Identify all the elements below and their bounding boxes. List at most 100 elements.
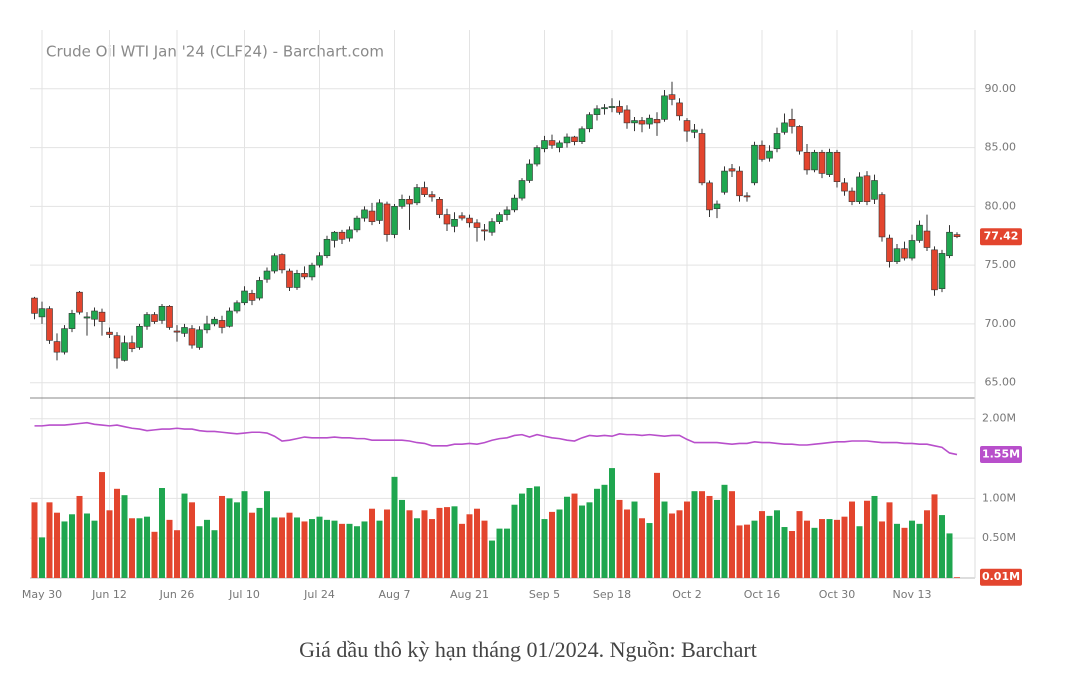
candle-body [76, 291, 83, 313]
volume-bar [616, 499, 623, 578]
candle-body [233, 302, 241, 312]
candle-body [751, 144, 758, 184]
volume-bar [174, 530, 180, 578]
volume-bar [879, 521, 885, 578]
candle-body [638, 120, 646, 125]
volume-bar [796, 511, 803, 578]
candle-body [556, 142, 563, 148]
volume-bar [856, 526, 863, 578]
volume-bar [211, 530, 218, 578]
candle-body [481, 229, 488, 232]
volume-bar [181, 493, 188, 578]
volume-bar [669, 513, 675, 578]
candle-body [938, 253, 946, 289]
volume-bar [91, 520, 98, 578]
candle-body [196, 329, 203, 348]
candle-body [331, 231, 338, 241]
candle-body [623, 109, 631, 124]
candle-body [368, 210, 376, 222]
candle-body [361, 209, 368, 219]
volume-bar [549, 511, 555, 578]
volume-bar [354, 526, 360, 578]
candle-body [683, 120, 691, 132]
open-interest-line [34, 421, 958, 456]
volume-bar [811, 527, 818, 578]
volume-bar [609, 468, 615, 578]
candle-body [293, 273, 301, 288]
candle-body [878, 194, 886, 238]
volume-bar [69, 514, 75, 578]
candle-body [668, 94, 676, 100]
volume-bar [909, 520, 915, 578]
candle-body [781, 122, 788, 133]
volume-bar [586, 502, 593, 578]
volume-bar [901, 527, 908, 578]
candle-body [601, 107, 608, 110]
candle-body [188, 328, 196, 346]
volume-bar [489, 540, 495, 578]
volume-bar [384, 509, 390, 578]
candle-body [916, 224, 923, 241]
candle-body [98, 311, 106, 322]
candle-body [106, 331, 113, 335]
volume-bar [526, 488, 533, 578]
y-tick-label: 0.50M [982, 531, 1016, 544]
volume-bar [114, 488, 120, 578]
candle-body [38, 308, 46, 318]
candle-body [676, 102, 683, 117]
last-value-label: 1.55M [982, 448, 1020, 461]
volume-bar [691, 491, 698, 578]
candle-body [151, 314, 158, 322]
volume-bar [346, 523, 353, 578]
volume-bar [324, 519, 330, 578]
volume-bar [204, 519, 210, 578]
candle-body [841, 182, 848, 192]
volume-bar [789, 531, 795, 578]
volume-bar [534, 486, 540, 578]
volume-bar [916, 523, 923, 578]
candle-body [503, 209, 511, 215]
candle-body [863, 175, 871, 202]
candle-body [46, 308, 53, 341]
candle-body [166, 305, 173, 328]
volume-bar [241, 491, 248, 578]
volume-bar [946, 533, 953, 578]
volume-bar [76, 495, 83, 578]
candle-body [593, 108, 601, 115]
candle-body [541, 140, 548, 150]
volume-bar [646, 523, 653, 578]
volume-bar [444, 507, 450, 578]
candle-body [803, 151, 811, 171]
candle-body [436, 199, 443, 215]
candle-body [833, 151, 841, 182]
volume-bar [864, 500, 870, 578]
volume-bar [451, 506, 458, 578]
candle-body [158, 305, 166, 321]
candle-body [773, 133, 781, 150]
candle-body [338, 231, 346, 240]
volume-bar [39, 537, 45, 578]
volume-bar [279, 517, 285, 578]
volume-bar [466, 514, 473, 578]
volume-bar [624, 509, 630, 578]
volume-bar [894, 523, 900, 578]
volume-bar [84, 513, 90, 578]
candle-body [736, 170, 743, 197]
candle-body [121, 342, 128, 361]
candle-body [286, 270, 293, 288]
volume-bar [121, 495, 128, 578]
volume-bar [429, 519, 435, 578]
volume-bar [421, 510, 428, 578]
candle-body [241, 290, 248, 304]
last-value-box [980, 568, 1022, 586]
volume-bar [594, 488, 600, 578]
volume-bar [46, 502, 53, 578]
candle-body [571, 136, 578, 142]
candle-body [451, 218, 458, 227]
volume-bar [886, 502, 893, 578]
volume-bar [631, 501, 638, 578]
candle-body [578, 128, 586, 142]
volume-bar [144, 516, 150, 578]
